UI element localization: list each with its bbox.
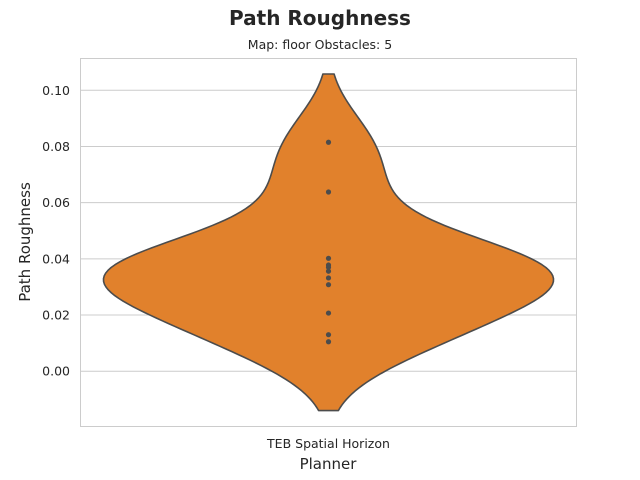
data-point xyxy=(325,275,332,281)
y-tick-label: 0.04 xyxy=(42,251,70,266)
y-tick-label: 0.00 xyxy=(42,364,70,379)
y-tick-label: 0.06 xyxy=(42,195,70,210)
x-axis-label: Planner xyxy=(300,455,358,473)
x-tick-label: TEB Spatial Horizon xyxy=(266,436,390,451)
violin-layer xyxy=(102,73,555,412)
x-tick-labels: TEB Spatial Horizon xyxy=(266,436,390,451)
data-point xyxy=(325,310,332,316)
data-point xyxy=(325,339,332,345)
chart-subtitle: Map: floor Obstacles: 5 xyxy=(247,37,393,52)
data-point xyxy=(325,264,332,270)
plot-frame xyxy=(80,58,577,427)
y-tick-labels: 0.00 0.02 0.04 0.06 0.08 0.10 xyxy=(42,83,70,379)
y-tick-label: 0.10 xyxy=(42,83,70,98)
data-point xyxy=(325,268,332,274)
y-tick-label: 0.02 xyxy=(42,308,70,323)
y-axis-label: Path Roughness xyxy=(16,182,34,302)
chart-title: Path Roughness xyxy=(229,6,411,30)
data-point xyxy=(325,189,332,195)
violin-body xyxy=(102,73,555,412)
data-point xyxy=(325,139,332,145)
y-tick-label: 0.08 xyxy=(42,139,70,154)
data-point xyxy=(325,332,332,338)
data-points xyxy=(325,139,332,345)
data-point xyxy=(325,255,332,261)
data-point xyxy=(325,282,332,288)
